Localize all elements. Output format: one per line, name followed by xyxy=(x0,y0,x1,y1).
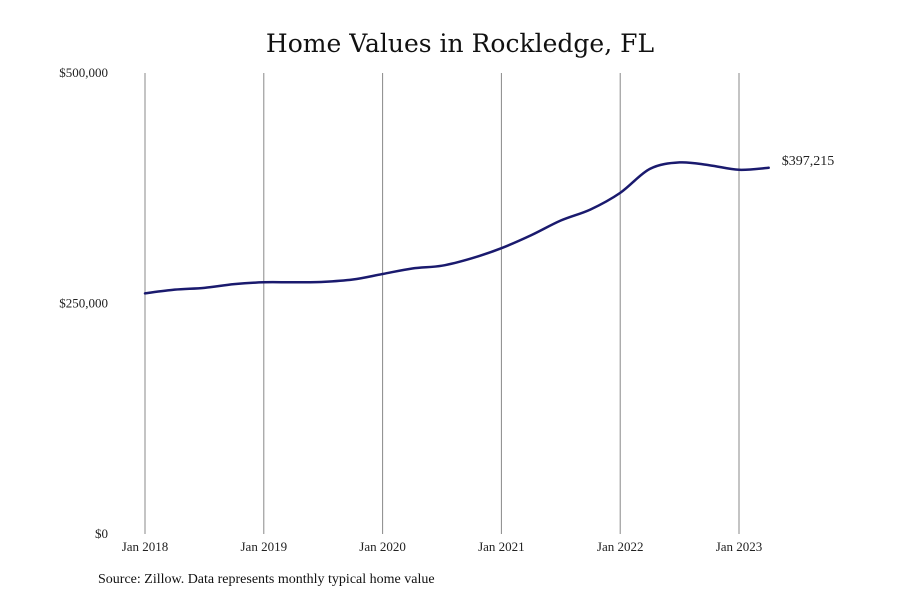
data-point xyxy=(649,168,651,170)
series-line xyxy=(143,161,770,295)
x-tick-label: Jan 2021 xyxy=(478,539,525,554)
data-point xyxy=(619,192,621,194)
data-point xyxy=(500,247,502,249)
x-tick-label: Jan 2022 xyxy=(597,539,644,554)
x-tick-label: Jan 2020 xyxy=(359,539,406,554)
data-point xyxy=(530,234,532,236)
vertical-gridlines xyxy=(144,73,740,534)
data-point xyxy=(441,265,443,267)
data-point xyxy=(560,220,562,222)
chart-title: Home Values in Rockledge, FL xyxy=(266,29,654,58)
data-point xyxy=(322,281,324,283)
data-points xyxy=(144,161,770,294)
y-tick-label: $500,000 xyxy=(59,65,108,80)
data-point xyxy=(144,292,146,294)
data-point xyxy=(233,283,235,285)
data-point xyxy=(174,289,176,291)
data-point xyxy=(411,267,413,269)
x-tick-label: Jan 2019 xyxy=(241,539,288,554)
data-point xyxy=(471,257,473,259)
x-axis-ticks: Jan 2018 Jan 2019 Jan 2020 Jan 2021 Jan 2022… xyxy=(122,539,763,554)
data-point xyxy=(352,279,354,281)
data-point xyxy=(293,281,295,283)
data-point xyxy=(590,208,592,210)
x-tick-label: Jan 2023 xyxy=(716,539,763,554)
data-point xyxy=(382,273,384,275)
data-point xyxy=(263,281,265,283)
data-point xyxy=(708,164,710,166)
data-point xyxy=(203,287,205,289)
end-value-label: $397,215 xyxy=(782,154,835,169)
y-tick-label: $250,000 xyxy=(59,296,108,311)
data-point xyxy=(768,167,770,169)
x-tick-label: Jan 2018 xyxy=(122,539,169,554)
y-tick-label: $0 xyxy=(95,526,108,541)
data-point xyxy=(679,161,681,163)
y-axis-ticks: $0 $250,000 $500,000 xyxy=(59,65,108,541)
data-point xyxy=(738,169,740,171)
source-note: Source: Zillow. Data represents monthly … xyxy=(98,572,435,587)
